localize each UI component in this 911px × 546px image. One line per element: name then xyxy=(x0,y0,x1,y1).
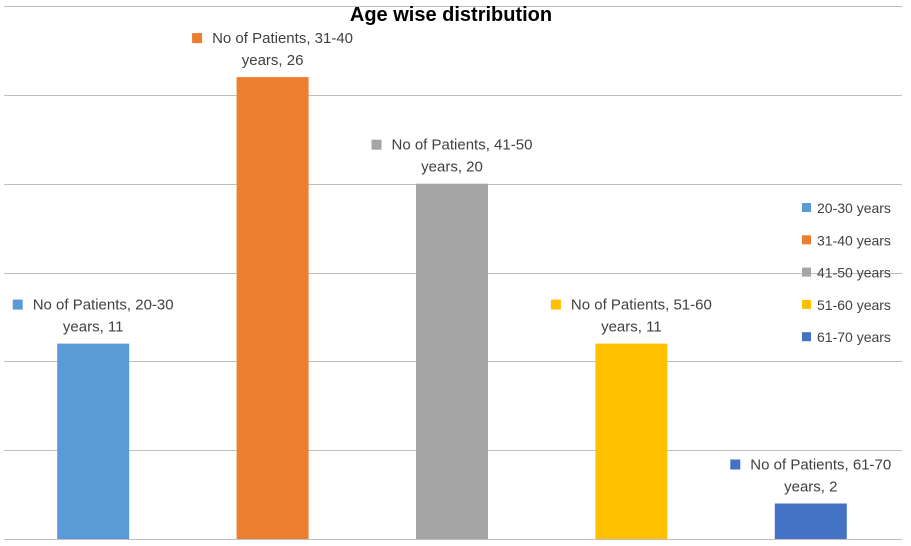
data-label: No of Patients, 51-60 years, 11 xyxy=(550,297,712,336)
bar-20-30-years xyxy=(57,343,130,539)
legend: 20-30 years 31-40 years 41-50 years 51-60 y… xyxy=(802,200,891,345)
data-label-line1: No of Patients, 51-60 xyxy=(571,297,712,314)
data-label: No of Patients, 20-30 years, 11 xyxy=(12,297,174,336)
legend-key xyxy=(802,203,811,212)
data-label-line2: years, 26 xyxy=(242,52,304,69)
legend-label: 61-70 years xyxy=(817,329,891,345)
legend-item: 31-40 years xyxy=(802,232,891,248)
data-label-key xyxy=(730,459,741,470)
data-label-line1: No of Patients, 61-70 xyxy=(750,457,891,474)
legend-label: 51-60 years xyxy=(817,297,891,313)
legend-item: 41-50 years xyxy=(802,265,891,281)
data-label-key xyxy=(192,33,203,44)
data-label-key xyxy=(550,299,561,310)
chart-title: Age wise distribution xyxy=(350,4,552,26)
data-label-key xyxy=(12,299,23,310)
data-label-line2: years, 2 xyxy=(784,479,837,496)
legend-label: 20-30 years xyxy=(817,200,891,216)
bar-31-40-years xyxy=(236,77,309,539)
data-label-line2: years, 11 xyxy=(601,319,662,336)
legend-item: 51-60 years xyxy=(802,297,891,313)
legend-key xyxy=(802,299,811,309)
data-label-line2: years, 20 xyxy=(421,159,483,176)
bar-41-50-years xyxy=(416,183,488,539)
legend-item: 61-70 years xyxy=(802,329,891,345)
legend-key xyxy=(802,267,811,277)
legend-label: 31-40 years xyxy=(817,232,891,248)
data-label: No of Patients, 31-40 years, 26 xyxy=(192,30,353,69)
data-label-line1: No of Patients, 31-40 xyxy=(212,30,353,47)
data-label: No of Patients, 61-70 years, 2 xyxy=(730,457,891,496)
legend-key xyxy=(802,235,811,245)
data-label: No of Patients, 41-50 years, 20 xyxy=(371,137,533,176)
legend-label: 41-50 years xyxy=(817,265,891,281)
data-label-line1: No of Patients, 20-30 xyxy=(33,297,174,314)
bar-61-70-years xyxy=(774,503,847,539)
legend-key xyxy=(802,332,811,342)
data-label-key xyxy=(371,139,382,150)
data-label-line1: No of Patients, 41-50 xyxy=(392,137,533,154)
bar-51-60-years xyxy=(595,343,668,539)
bars xyxy=(57,77,847,539)
data-label-line2: years, 11 xyxy=(63,319,124,336)
legend-item: 20-30 years xyxy=(802,200,891,216)
